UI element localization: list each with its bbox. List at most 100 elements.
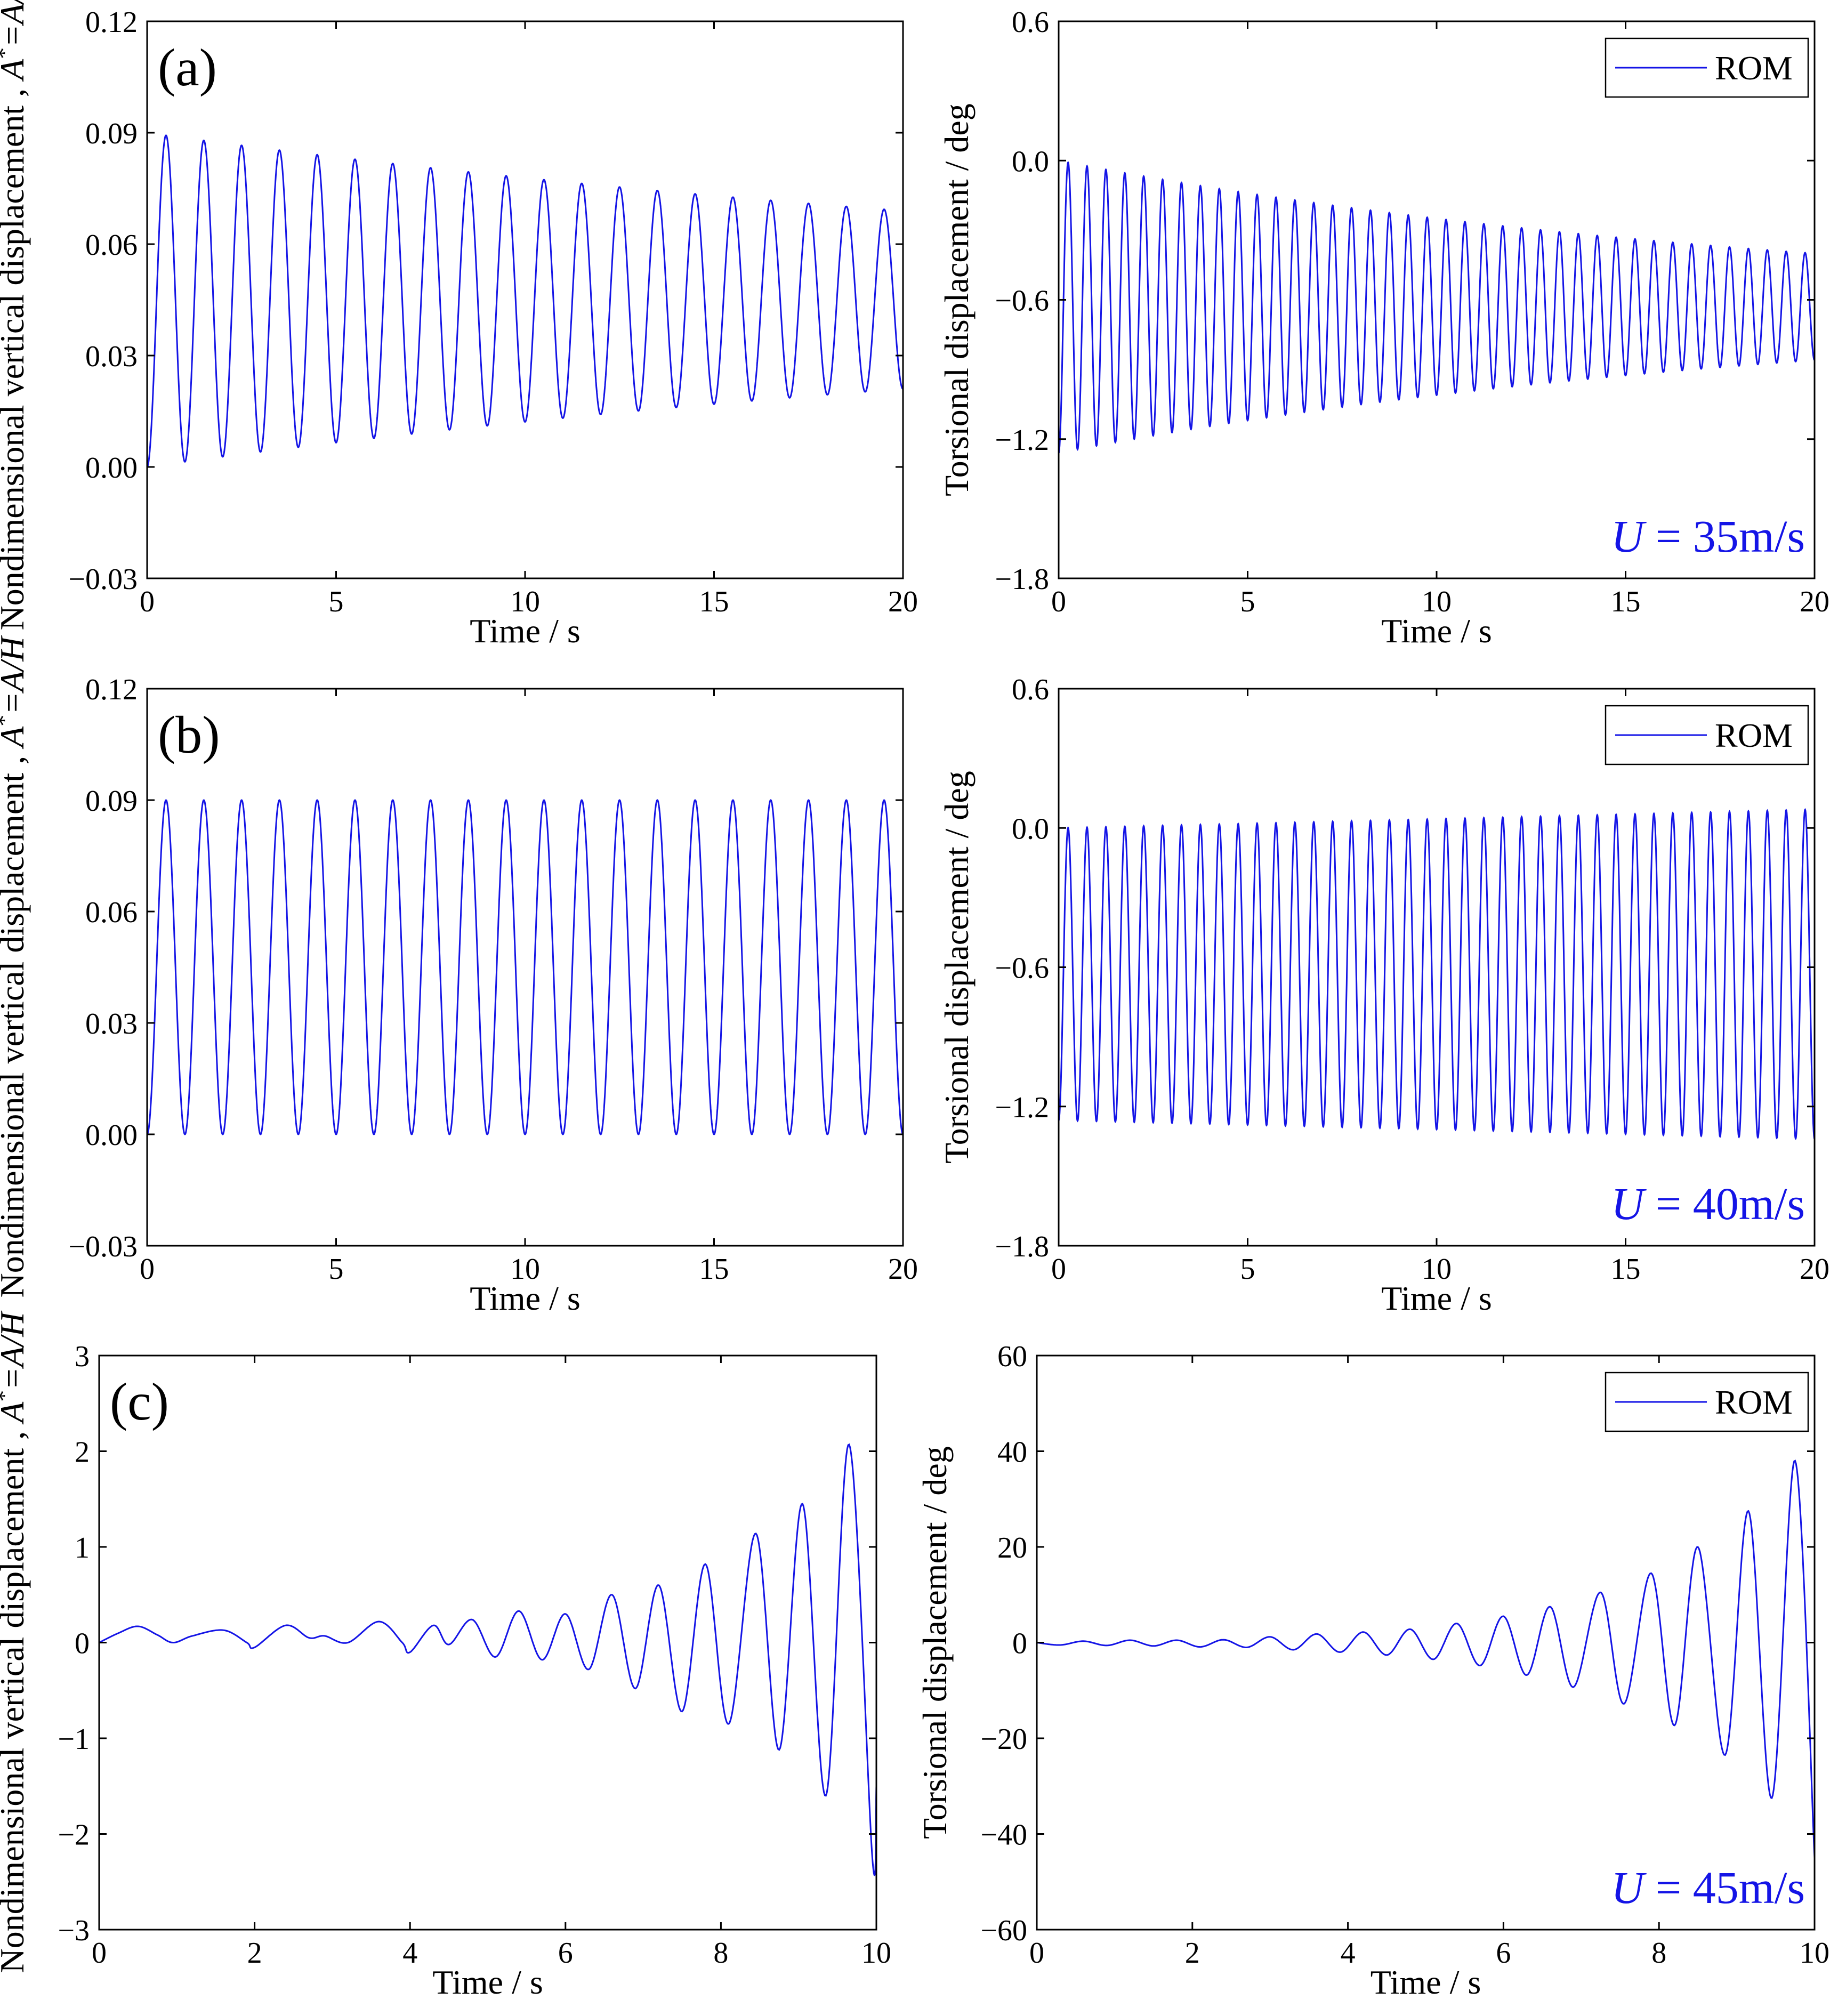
y-tick-label: 0.6	[1012, 6, 1049, 39]
plot-frame	[146, 688, 904, 1247]
legend: ROM	[1605, 37, 1809, 98]
x-axis-title: Time / s	[432, 1963, 543, 2001]
y-tick-label: −3	[58, 1914, 90, 1947]
panel-tag: (b)	[158, 705, 220, 764]
x-tick-label: 8	[1651, 1937, 1666, 1970]
plot-frame	[1058, 688, 1816, 1247]
x-tick-label: 5	[1240, 1253, 1255, 1286]
x-axis-title: Time / s	[1381, 1279, 1492, 1317]
panel-b: 0 5 10 15 20 −0.03 0.00 0.03 0.06 0.09 0.12 Time / …	[0, 635, 918, 1317]
y-axis-title: Nondimensional vertical displacement , A…	[0, 635, 31, 1298]
x-tick-label: 15	[1611, 585, 1641, 618]
y-tick-label: −40	[980, 1819, 1027, 1852]
x-tick-label: 6	[558, 1937, 573, 1970]
y-tick-label: −0.03	[68, 563, 138, 596]
wind-speed-label: U = 35m/s	[1611, 511, 1805, 562]
y-tick-label: 0	[1012, 1627, 1027, 1660]
series-line-rom	[1059, 808, 1815, 1140]
y-tick-label: 1	[75, 1531, 90, 1565]
legend: ROM	[1605, 1372, 1809, 1432]
x-tick-label: 20	[888, 1253, 918, 1286]
panel-tag: (a)	[158, 38, 217, 97]
x-tick-label: 8	[713, 1937, 728, 1970]
y-tick-label: 0.12	[85, 6, 138, 39]
y-tick-label: 0.06	[85, 896, 138, 929]
y-tick-label: 20	[997, 1531, 1027, 1565]
y-tick-label: 0.09	[85, 117, 138, 150]
y-tick-label: −1.8	[995, 1230, 1049, 1263]
x-tick-label: 20	[888, 585, 918, 618]
x-tick-label: 0	[92, 1937, 107, 1970]
x-tick-label: 0	[1051, 585, 1066, 618]
y-tick-label: 0.0	[1012, 812, 1049, 845]
y-tick-label: 0.00	[85, 451, 138, 485]
y-tick-label: −0.6	[995, 285, 1049, 318]
x-tick-label: 10	[510, 1253, 540, 1286]
wind-speed-label: U = 45m/s	[1611, 1862, 1805, 1913]
x-tick-label: 0	[1051, 1253, 1066, 1286]
x-tick-label: 5	[329, 1253, 344, 1286]
y-tick-label: 0.09	[85, 785, 138, 818]
x-tick-label: 4	[1341, 1937, 1356, 1970]
y-axis-title: Nondimensional vertical displacement , A…	[0, 1310, 31, 1973]
x-tick-label: 5	[1240, 585, 1255, 618]
x-tick-label: 10	[1422, 585, 1452, 618]
wind-speed-label: U = 40m/s	[1611, 1178, 1805, 1229]
y-axis-title: Torsional displacement / deg	[938, 103, 976, 496]
x-axis-title: Time / s	[470, 1279, 581, 1317]
y-axis-title: Nondimensional vertical displacement , A…	[0, 0, 31, 630]
legend-label: ROM	[1715, 716, 1793, 754]
x-tick-label: 0	[140, 585, 155, 618]
y-tick-label: −1.8	[995, 563, 1049, 596]
x-tick-label: 10	[1800, 1937, 1829, 1970]
panel-a: 0 5 10 15 20 −0.03 0.00 0.03 0.06 0.09 0.12 Time / …	[0, 0, 918, 650]
x-tick-label: 2	[1185, 1937, 1200, 1970]
y-tick-label: 0.06	[85, 229, 138, 262]
x-tick-label: 4	[402, 1937, 417, 1970]
x-tick-label: 10	[510, 585, 540, 618]
legend-label: ROM	[1715, 1383, 1793, 1421]
y-tick-label: 0.03	[85, 340, 138, 373]
plot-frame	[98, 1354, 877, 1931]
legend-label: ROM	[1715, 49, 1793, 87]
x-axis-title: Time / s	[1381, 612, 1492, 650]
series-line-rom	[1037, 1459, 1815, 1858]
y-tick-label: 3	[75, 1340, 90, 1373]
x-tick-label: 15	[1611, 1253, 1641, 1286]
y-tick-label: 0.00	[85, 1119, 138, 1152]
y-tick-label: 60	[997, 1340, 1027, 1373]
plot-frame	[146, 20, 904, 579]
x-tick-label: 0	[140, 1253, 155, 1286]
panel-tag: (c)	[110, 1372, 169, 1431]
x-tick-label: 15	[699, 585, 729, 618]
x-axis-title: Time / s	[470, 612, 581, 650]
y-tick-label: −1.2	[995, 424, 1049, 457]
series-line-rom	[1059, 161, 1815, 454]
x-tick-label: 5	[329, 585, 344, 618]
y-tick-label: −2	[58, 1819, 90, 1852]
y-tick-label: 40	[997, 1436, 1027, 1469]
series-line-rom	[147, 134, 903, 468]
x-tick-label: 20	[1800, 1253, 1829, 1286]
y-tick-label: 0.03	[85, 1007, 138, 1041]
y-tick-label: 0	[75, 1627, 90, 1660]
plot-frame	[1058, 20, 1816, 579]
x-tick-label: 20	[1800, 585, 1829, 618]
series-line-rom	[99, 1443, 876, 1876]
x-tick-label: 2	[247, 1937, 262, 1970]
y-tick-label: 0.0	[1012, 145, 1049, 178]
y-tick-label: −0.6	[995, 952, 1049, 985]
x-tick-label: 6	[1496, 1937, 1511, 1970]
y-tick-label: −20	[980, 1723, 1027, 1756]
y-tick-label: 0.12	[85, 673, 138, 706]
y-tick-label: −0.03	[68, 1230, 138, 1263]
plot-frame	[1036, 1354, 1816, 1931]
x-tick-label: 10	[861, 1937, 891, 1970]
panel-a-torsion: 0 5 10 15 20 −1.8 −1.2 −0.6 0.0 0.6 Time / s Torsio…	[938, 6, 1829, 650]
x-tick-label: 10	[1422, 1253, 1452, 1286]
legend: ROM	[1605, 705, 1809, 765]
y-tick-label: −1.2	[995, 1091, 1049, 1124]
y-axis-title: Torsional displacement / deg	[938, 771, 976, 1164]
x-tick-label: 15	[699, 1253, 729, 1286]
